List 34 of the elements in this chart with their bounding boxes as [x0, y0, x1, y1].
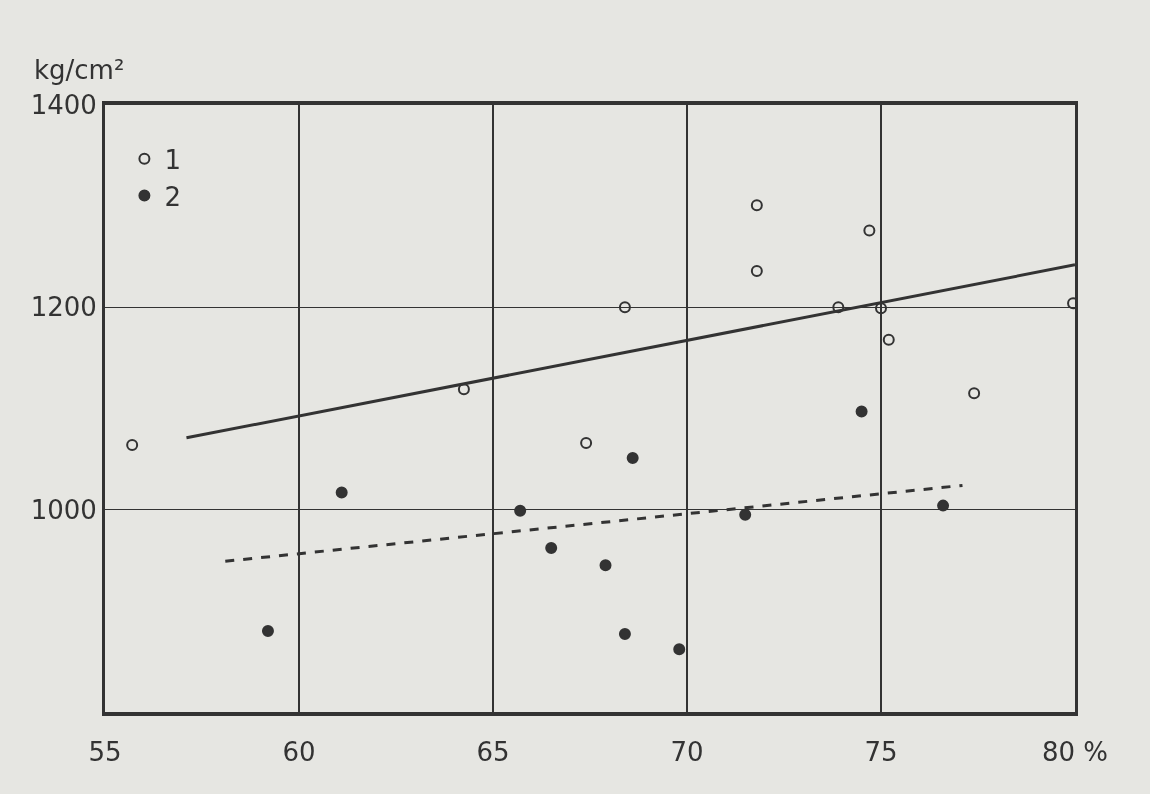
point [457, 383, 470, 396]
point [882, 333, 895, 346]
point [335, 486, 348, 499]
point [937, 499, 950, 512]
point [750, 199, 763, 212]
y-tick-label: 1200 [30, 292, 97, 323]
point [863, 224, 876, 237]
point [618, 301, 631, 314]
point [599, 559, 612, 572]
point [968, 387, 981, 400]
x-tick-label: 65 [476, 737, 510, 768]
point [261, 625, 274, 638]
x-tick-label: 80 % [1041, 737, 1109, 768]
point [126, 438, 139, 451]
y-tick-label: 1400 [30, 90, 97, 121]
x-tick-label: 70 [670, 737, 704, 768]
point [626, 452, 639, 465]
y-axis-title: kg/cm² [34, 55, 125, 85]
point [673, 643, 686, 656]
point [580, 436, 593, 449]
point [514, 504, 527, 517]
legend-label: 2 [164, 181, 181, 212]
point [545, 542, 558, 555]
legend-label: 1 [164, 144, 181, 175]
x-tick-label: 60 [282, 737, 316, 768]
x-tick-label: 55 [88, 737, 122, 768]
point [855, 405, 868, 418]
point [750, 264, 763, 277]
point [832, 301, 845, 314]
y-tick-label: 1000 [30, 494, 97, 525]
x-tick-label: 75 [864, 737, 898, 768]
point [618, 628, 631, 641]
point [875, 302, 887, 315]
point [739, 508, 752, 521]
